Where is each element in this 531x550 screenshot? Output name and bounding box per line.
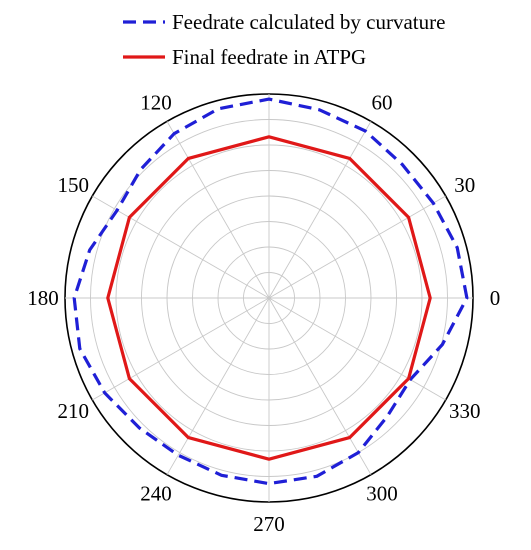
angle-tick-label: 210 bbox=[58, 399, 90, 423]
series-curvature-line bbox=[72, 97, 469, 486]
grid-spoke bbox=[268, 297, 446, 401]
angle-tick-label: 330 bbox=[449, 399, 481, 423]
grid-spoke bbox=[268, 195, 446, 299]
grid-spoke bbox=[92, 195, 270, 299]
legend-label: Final feedrate in ATPG bbox=[172, 45, 366, 69]
angle-tick-label: 240 bbox=[140, 482, 172, 506]
angle-tick-labels: 0 30 60 120 150 180 210 240 270 300 330 bbox=[27, 90, 500, 536]
angle-tick-label: 120 bbox=[140, 90, 172, 114]
legend-label: Feedrate calculated by curvature bbox=[172, 10, 445, 34]
series-layer bbox=[72, 97, 469, 486]
legend: Feedrate calculated by curvature Final fe… bbox=[123, 10, 445, 69]
grid-spoke bbox=[268, 121, 372, 299]
grid-spoke bbox=[92, 297, 270, 401]
angle-tick-label: 150 bbox=[58, 173, 90, 197]
grid-spoke bbox=[166, 121, 270, 299]
grid-spoke bbox=[166, 297, 270, 475]
angle-tick-label: 270 bbox=[253, 512, 285, 536]
angle-tick-label: 60 bbox=[372, 90, 393, 114]
angle-tick-label: 0 bbox=[490, 286, 501, 310]
series-atpg-line bbox=[106, 135, 432, 461]
angle-tick-label: 180 bbox=[27, 286, 59, 310]
grid-spoke bbox=[268, 297, 372, 475]
angle-tick-label: 30 bbox=[454, 173, 475, 197]
angle-tick-label: 300 bbox=[366, 482, 398, 506]
polar-grid bbox=[64, 93, 474, 503]
